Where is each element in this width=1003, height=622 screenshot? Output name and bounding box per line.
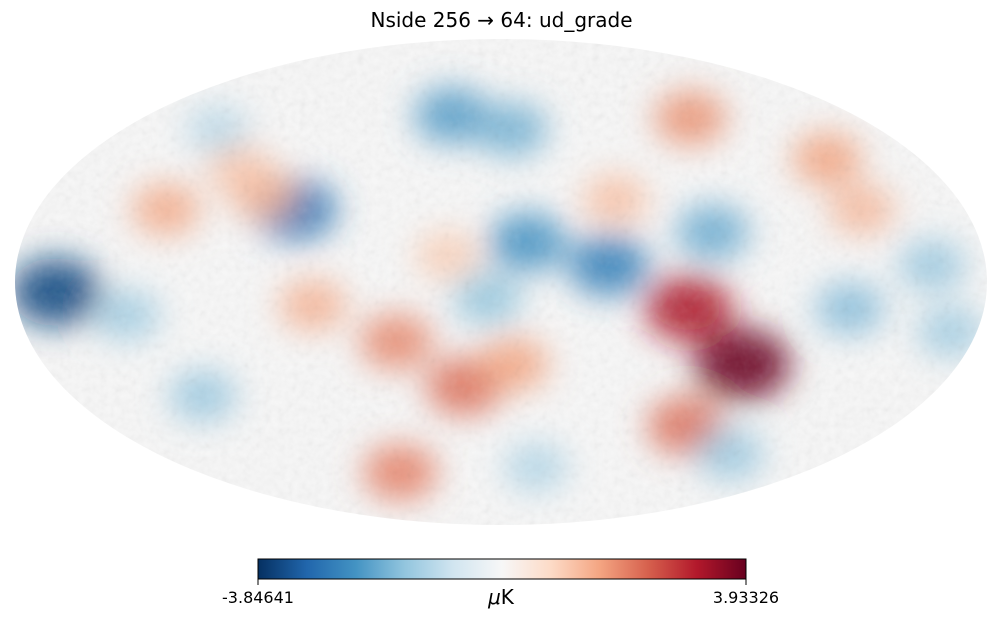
- chart-title: Nside 256 → 64: ud_grade: [370, 8, 633, 32]
- colorbar-max-label: 3.93326: [712, 588, 780, 607]
- unit-prefix: μ: [488, 585, 501, 609]
- colorbar: [257, 558, 747, 580]
- colorbar-min-label: -3.84641: [222, 588, 294, 607]
- unit-symbol: K: [500, 585, 514, 609]
- colorbar-unit-label: μK: [488, 585, 514, 609]
- pixel-texture: [15, 39, 987, 525]
- sky-map-area: [15, 39, 987, 525]
